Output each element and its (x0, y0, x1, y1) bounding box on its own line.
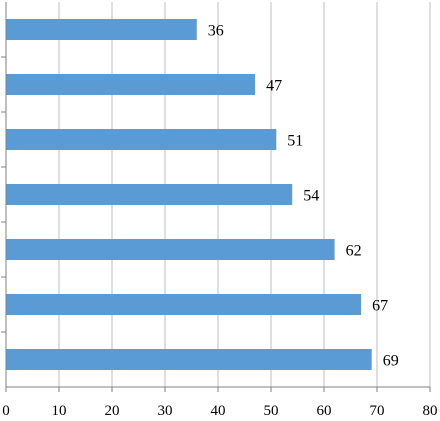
bar (6, 294, 362, 315)
data-label: 62 (346, 243, 362, 260)
x-tick-labels: 0 10 20 30 40 50 60 70 80 (2, 403, 437, 419)
x-tick-label: 60 (317, 403, 332, 419)
data-labels: 36 47 51 54 62 67 69 (208, 23, 399, 370)
bar (6, 239, 335, 260)
bar (6, 129, 277, 150)
bar (6, 19, 197, 40)
x-tick-label: 10 (52, 403, 67, 419)
data-label: 54 (303, 188, 319, 205)
bar (6, 74, 256, 95)
x-tick-label: 0 (2, 403, 10, 419)
x-tick-label: 80 (423, 403, 438, 419)
data-label: 47 (266, 78, 282, 95)
x-tick-label: 40 (211, 403, 226, 419)
data-label: 36 (208, 23, 224, 40)
x-tick-label: 70 (370, 403, 385, 419)
bars (6, 19, 372, 370)
x-tick-label: 50 (264, 403, 279, 419)
data-label: 67 (372, 298, 388, 315)
x-tick-label: 20 (105, 403, 120, 419)
x-tick-label: 30 (158, 403, 173, 419)
axes (1, 2, 431, 392)
bar (6, 184, 293, 205)
data-label: 51 (287, 133, 303, 150)
bar (6, 349, 372, 370)
data-label: 69 (383, 353, 399, 370)
